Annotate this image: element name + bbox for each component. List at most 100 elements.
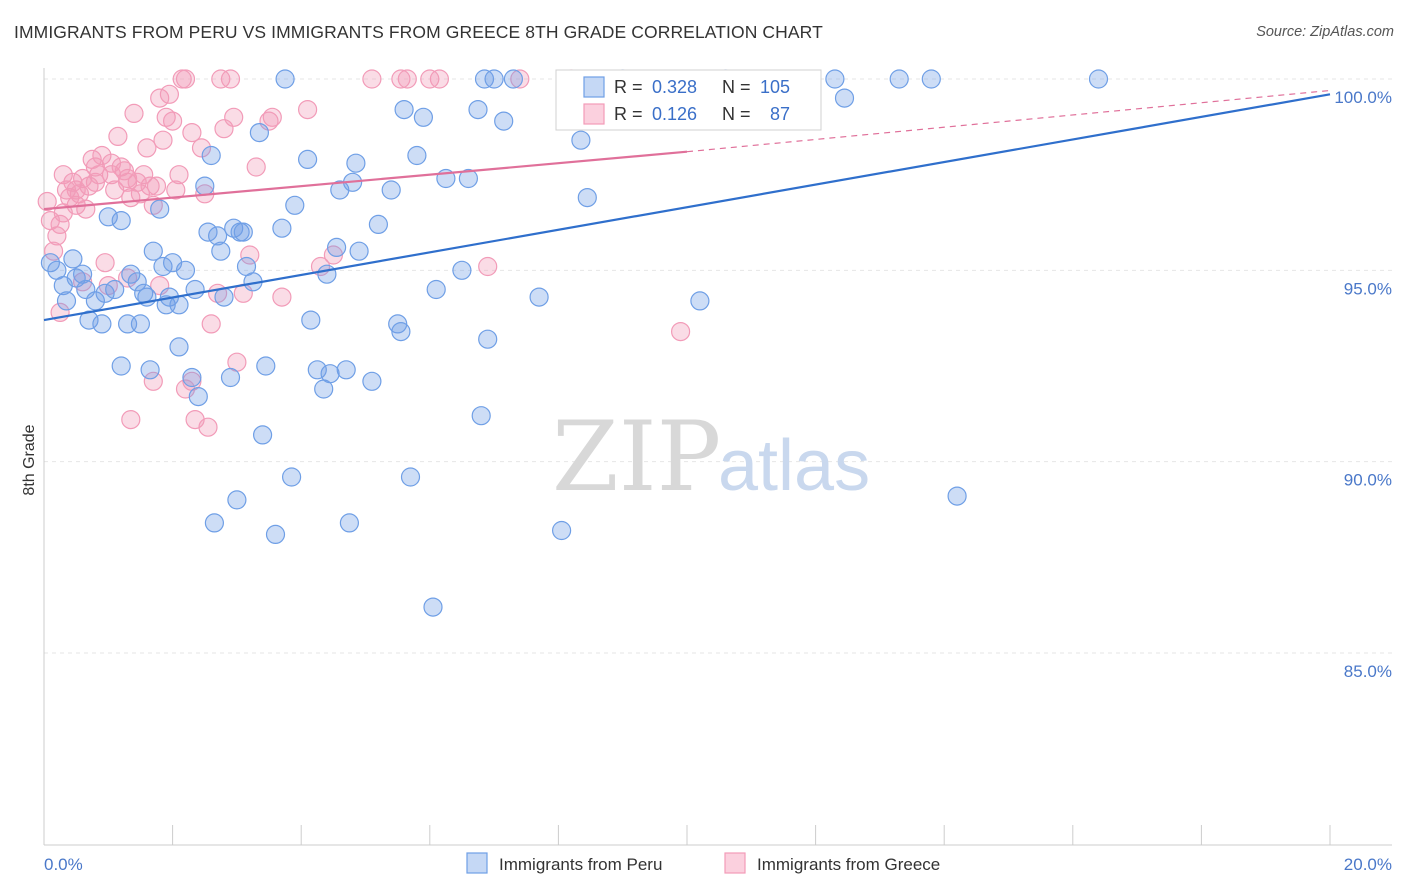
peru-point (72, 264, 93, 284)
y-tick-label: 95.0% (1344, 279, 1392, 298)
peru-point (388, 314, 408, 334)
greece-point (298, 99, 318, 120)
peru-point (468, 99, 488, 120)
watermark-atlas: atlas (718, 426, 870, 506)
y-tick-labels: 100.0% 95.0% 90.0% 85.0% (1334, 88, 1392, 681)
greece-point (224, 107, 244, 127)
peru-point (195, 176, 215, 196)
greece-point (198, 417, 218, 437)
peru-point (474, 69, 495, 89)
peru-point (282, 467, 302, 487)
source-note: Source: ZipAtlas.com (1256, 24, 1394, 40)
peru-point (317, 264, 337, 284)
peru-point (349, 241, 369, 261)
peru-point (153, 256, 173, 277)
greece-point (85, 172, 106, 192)
peru-point (452, 260, 472, 280)
peru-point (227, 490, 247, 510)
peru-point (105, 279, 125, 300)
greece-point (53, 165, 73, 185)
peru-point (407, 145, 427, 166)
peru-point (63, 249, 83, 269)
peru-point (394, 99, 414, 120)
peru-point (40, 253, 61, 273)
greece-point (211, 69, 231, 89)
peru-point (204, 513, 224, 533)
greece-point (240, 245, 260, 265)
peru-point (92, 314, 112, 334)
greece-point (66, 180, 86, 200)
peru-point (301, 310, 321, 330)
greece-point (153, 130, 173, 150)
greece-r-label: R = (614, 104, 643, 124)
peru-point (182, 367, 202, 388)
peru-point (503, 69, 524, 89)
y-axis-label: 8th Grade (21, 424, 38, 495)
greece-point (478, 256, 498, 277)
greece-n-value: 87 (770, 104, 790, 124)
peru-point (423, 597, 443, 617)
greece-point (95, 253, 115, 273)
greece-point (191, 138, 212, 158)
greece-point (391, 69, 411, 89)
stats-legend: R = 0.328 N = 105 R = 0.126 N = 87 (555, 69, 822, 131)
greece-point (101, 153, 122, 173)
y-tick-label: 100.0% (1334, 88, 1392, 107)
peru-point (85, 291, 106, 311)
greece-legend-swatch (583, 103, 605, 125)
peru-point (265, 524, 286, 545)
peru-point (188, 387, 208, 407)
greece-point (137, 138, 157, 158)
greece-trend-extension (686, 89, 1331, 153)
peru-point (368, 214, 388, 234)
peru-point (381, 180, 401, 200)
peru-point (690, 291, 710, 311)
greece-point (134, 165, 154, 185)
greece-point (72, 168, 93, 189)
greece-point (201, 314, 221, 334)
greece-point (92, 145, 112, 166)
legend-label-peru: Immigrants from Peru (499, 855, 662, 874)
peru-point (272, 218, 292, 238)
greece-point (420, 69, 440, 89)
peru-point (140, 360, 160, 380)
peru-point (551, 520, 572, 541)
peru-point (339, 513, 359, 533)
peru-n-value: 105 (760, 77, 790, 97)
greece-point (37, 191, 57, 212)
peru-point (150, 199, 170, 219)
peru-point (571, 130, 591, 150)
grid-lines (44, 78, 1392, 654)
peru-point (494, 111, 514, 131)
greece-point (182, 123, 202, 143)
greece-point (429, 69, 449, 89)
peru-point (56, 291, 77, 311)
greece-point (117, 268, 138, 288)
peru-point (391, 322, 411, 342)
peru-point (111, 211, 131, 231)
peru-point (478, 329, 498, 349)
peru-point (921, 69, 941, 89)
legend-swatch-greece (724, 852, 746, 874)
axes (43, 68, 1392, 846)
peru-n-label: N = (722, 77, 751, 97)
greece-point (272, 287, 292, 307)
peru-point (208, 226, 228, 246)
peru-point (121, 264, 141, 284)
greece-point (397, 69, 417, 89)
greece-point (362, 69, 382, 89)
y-tick-label: 90.0% (1344, 471, 1392, 490)
peru-point (233, 222, 253, 242)
greece-point (175, 69, 196, 89)
peru-point (471, 406, 491, 426)
legend-swatch-peru (466, 852, 488, 874)
greece-point (108, 126, 128, 146)
peru-point (185, 279, 205, 300)
peru-point (256, 356, 276, 376)
watermark-zip: ZIP (552, 401, 721, 513)
peru-point (253, 425, 273, 445)
peru-point (426, 279, 446, 300)
peru-point (577, 188, 597, 208)
peru-point (336, 360, 356, 380)
